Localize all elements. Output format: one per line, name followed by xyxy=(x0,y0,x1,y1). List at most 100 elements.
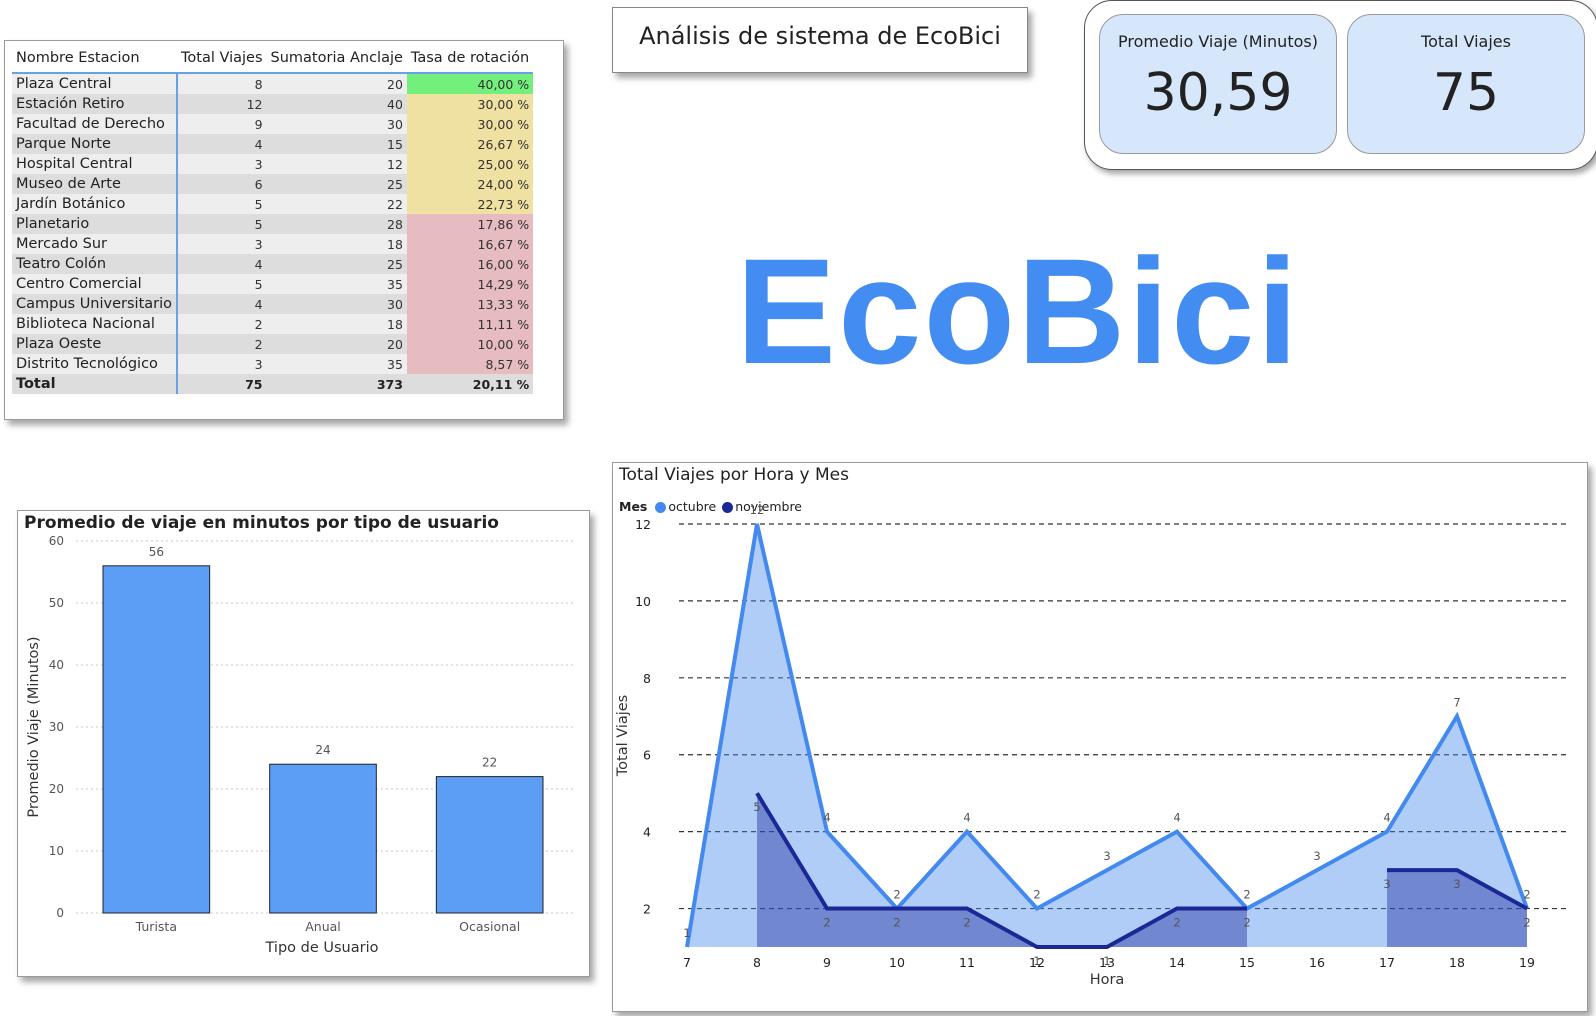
col-header-tasa-rotacion[interactable]: Tasa de rotación xyxy=(406,47,534,73)
table-row[interactable]: Estación Retiro 12 40 30,00 % xyxy=(12,94,534,114)
cell-total-viajes: 2 xyxy=(254,316,263,332)
x-axis-label: Tipo de Usuario xyxy=(265,940,379,956)
col-header-total-viajes[interactable]: Total Viajes xyxy=(177,47,267,73)
table-row[interactable]: Biblioteca Nacional 2 18 11,11 % xyxy=(12,314,534,334)
kpi-card-avg-trip[interactable]: Promedio Viaje (Minutos) 30,59 xyxy=(1099,14,1337,154)
station-table-panel: Nombre Estacion Total Viajes Sumatoria A… xyxy=(4,40,564,420)
table-row[interactable]: Teatro Colón 4 25 16,00 % xyxy=(12,254,534,274)
x-tick-label: 18 xyxy=(1449,955,1465,970)
bar-anual xyxy=(269,763,377,914)
table-row[interactable]: Distrito Tecnológico 3 35 8,57 % xyxy=(12,354,534,374)
y-tick-label: 30 xyxy=(49,720,64,734)
data-label-octubre: 2 xyxy=(893,888,900,902)
kpi-label: Promedio Viaje (Minutos) xyxy=(1118,32,1318,51)
line-noviembre xyxy=(1387,868,1528,911)
table-row[interactable]: Planetario 5 28 17,86 % xyxy=(12,214,534,234)
cell-total-viajes: 3 xyxy=(254,236,263,252)
x-axis-label: Hora xyxy=(1090,972,1125,988)
cell-tasa-rotacion: 14,29 % xyxy=(406,274,534,294)
cell-station-name: Parque Norte xyxy=(12,134,179,154)
table-row[interactable]: Jardín Botánico 5 22 22,73 % xyxy=(12,194,534,214)
cell-sumatoria-anclaje: 30 xyxy=(387,296,403,312)
line-chart-panel: Total Viajes por Hora y Mes Mes octubre … xyxy=(612,462,1588,1012)
cell-sumatoria-anclaje: 35 xyxy=(387,356,403,372)
cell-station-name: Planetario xyxy=(12,214,179,234)
legend-dot-icon xyxy=(722,502,734,513)
data-label-noviembre: 2 xyxy=(963,916,970,930)
data-label-noviembre: 2 xyxy=(893,916,900,930)
kpi-value: 75 xyxy=(1432,63,1500,123)
cell-tasa-rotacion: 24,00 % xyxy=(406,174,534,194)
cell-sumatoria-anclaje: 28 xyxy=(387,216,403,232)
cell-tasa-rotacion: 30,00 % xyxy=(406,94,534,114)
data-label-noviembre: 2 xyxy=(823,916,830,930)
table-row[interactable]: Plaza Oeste 2 20 10,00 % xyxy=(12,334,534,354)
table-row[interactable]: Parque Norte 4 15 26,67 % xyxy=(12,134,534,154)
cell-sumatoria-anclaje: 40 xyxy=(387,96,403,112)
data-label-octubre: 2 xyxy=(1243,888,1250,902)
line-noviembre xyxy=(755,792,1247,949)
col-header-sumatoria-anclaje[interactable]: Sumatoria Anclaje xyxy=(266,47,407,73)
y-tick-label: 50 xyxy=(49,596,64,610)
bar-data-label: 24 xyxy=(315,743,330,757)
data-label-octubre: 7 xyxy=(1453,695,1460,709)
table-row[interactable]: Campus Universitario 4 30 13,33 % xyxy=(12,294,534,314)
x-tick-label: Ocasional xyxy=(459,919,520,934)
y-tick-label: 4 xyxy=(643,825,651,840)
y-axis-label: Promedio Viaje (Minutos) xyxy=(26,636,42,817)
col-header-station[interactable]: Nombre Estacion xyxy=(12,47,178,73)
cell-sumatoria-anclaje: 20 xyxy=(387,76,403,92)
x-tick-label: 13 xyxy=(1099,955,1115,970)
x-tick-label: 14 xyxy=(1169,955,1185,970)
cell-station-name: Centro Comercial xyxy=(12,274,179,294)
kpi-value: 30,59 xyxy=(1143,63,1293,123)
cell-total-viajes: 12 xyxy=(246,96,263,112)
y-tick-label: 60 xyxy=(49,534,64,548)
legend-item-octubre[interactable]: octubre xyxy=(655,499,716,514)
bar-turista xyxy=(102,565,211,914)
table-row[interactable]: Facultad de Derecho 9 30 30,00 % xyxy=(12,114,534,134)
x-tick-label: Anual xyxy=(305,919,341,934)
cell-sumatoria-anclaje: 30 xyxy=(387,116,403,132)
table-row[interactable]: Mercado Sur 3 18 16,67 % xyxy=(12,234,534,254)
line-chart-title: Total Viajes por Hora y Mes xyxy=(619,465,849,485)
y-tick-label: 0 xyxy=(56,906,64,920)
x-tick-label: 11 xyxy=(959,955,975,970)
cell-sumatoria-anclaje: 25 xyxy=(387,176,403,192)
legend-item-noviembre[interactable]: noviembre xyxy=(722,499,802,514)
data-label-octubre: 2 xyxy=(1033,888,1040,902)
bar-chart-title: Promedio de viaje en minutos por tipo de… xyxy=(24,513,499,533)
y-tick-label: 8 xyxy=(643,671,651,686)
cell-station-name: Plaza Central xyxy=(12,73,179,94)
cell-total-viajes: 3 xyxy=(254,156,263,172)
kpi-label: Total Viajes xyxy=(1421,32,1511,51)
y-tick-label: 6 xyxy=(643,748,651,763)
table-row[interactable]: Hospital Central 3 12 25,00 % xyxy=(12,154,534,174)
table-row[interactable]: Plaza Central 8 20 40,00 % xyxy=(12,73,534,94)
cell-total-viajes: 4 xyxy=(254,136,263,152)
cell-tasa-rotacion: 10,00 % xyxy=(406,334,534,354)
table-header-row: Nombre Estacion Total Viajes Sumatoria A… xyxy=(12,47,534,73)
cell-station-name: Biblioteca Nacional xyxy=(12,314,179,334)
data-label-noviembre: 1 xyxy=(1103,954,1110,968)
legend-title: Mes xyxy=(619,499,648,514)
cell-station-name: Teatro Colón xyxy=(12,254,179,274)
kpi-card-total-trips[interactable]: Total Viajes 75 xyxy=(1347,14,1585,154)
x-tick-label: 8 xyxy=(753,955,761,970)
cell-tasa-rotacion: 30,00 % xyxy=(406,114,534,134)
table-row[interactable]: Centro Comercial 5 35 14,29 % xyxy=(12,274,534,294)
x-tick-label: 16 xyxy=(1309,955,1325,970)
table-row[interactable]: Museo de Arte 6 25 24,00 % xyxy=(12,174,534,194)
data-label-octubre: 1 xyxy=(683,926,690,940)
data-label-octubre: 3 xyxy=(1313,849,1320,863)
data-label-noviembre: 1 xyxy=(1033,954,1040,968)
report-title: Análisis de sistema de EcoBici xyxy=(639,22,1001,50)
y-tick-label: 10 xyxy=(49,844,64,858)
cell-total-viajes: 4 xyxy=(254,256,263,272)
cell-tasa-rotacion: 11,11 % xyxy=(406,314,534,334)
cell-station-name: Estación Retiro xyxy=(12,94,179,114)
cell-station-name: Campus Universitario xyxy=(12,294,179,314)
cell-station-name: Distrito Tecnológico xyxy=(12,354,179,374)
cell-total-viajes: 6 xyxy=(254,176,263,192)
x-tick-label: 7 xyxy=(683,955,691,970)
